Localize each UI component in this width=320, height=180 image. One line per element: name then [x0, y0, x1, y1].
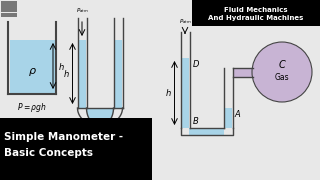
Bar — [224, 108, 232, 128]
Bar — [233, 69, 252, 76]
Bar — [10, 40, 54, 94]
Bar — [114, 40, 122, 108]
Text: h: h — [63, 69, 68, 78]
Text: $P = \rho g h$: $P = \rho g h$ — [17, 101, 47, 114]
Text: h: h — [165, 89, 171, 98]
Text: $\rho$: $\rho$ — [28, 66, 36, 78]
Text: D: D — [193, 60, 199, 69]
Text: $P_{atm}$: $P_{atm}$ — [76, 6, 88, 15]
Text: h: h — [59, 62, 64, 71]
Bar — [181, 58, 189, 128]
Bar — [1, 1, 17, 12]
Text: A: A — [235, 110, 240, 119]
Text: C: C — [279, 60, 285, 70]
Text: And Hydraulic Machines: And Hydraulic Machines — [208, 15, 304, 21]
Bar — [78, 40, 86, 108]
Text: Simple Manometer -: Simple Manometer - — [4, 132, 123, 142]
Bar — [192, 0, 320, 26]
Text: B: B — [193, 117, 198, 126]
Text: Fluid Mechanics: Fluid Mechanics — [224, 7, 288, 13]
Bar — [0, 118, 152, 180]
Bar — [189, 128, 224, 135]
Bar — [86, 108, 114, 111]
Circle shape — [252, 42, 312, 102]
Bar — [1, 13, 17, 17]
Polygon shape — [86, 108, 114, 126]
Text: $P_{atm}$: $P_{atm}$ — [179, 17, 191, 26]
Text: Basic Concepts: Basic Concepts — [4, 148, 93, 158]
Text: Gas: Gas — [275, 73, 289, 82]
